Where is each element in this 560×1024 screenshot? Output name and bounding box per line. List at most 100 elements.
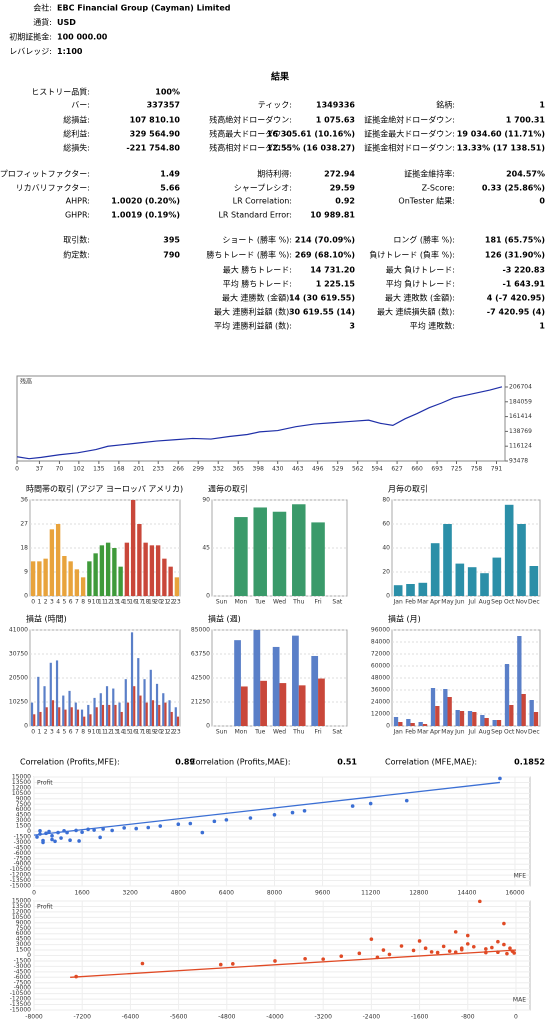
x-tick-label: 2 xyxy=(44,729,48,736)
bar xyxy=(143,542,148,596)
x-tick-label: 23 xyxy=(173,599,181,606)
y-tick-label: 60 xyxy=(382,521,390,528)
point xyxy=(188,821,193,826)
bar xyxy=(504,504,514,596)
x-tick-label: 0 xyxy=(32,890,36,897)
point xyxy=(423,946,428,951)
point xyxy=(200,830,205,835)
bar xyxy=(480,715,485,726)
result-label: 残高相対ドローダウン: xyxy=(209,143,292,153)
result-label: LR Correlation: xyxy=(233,197,292,206)
x-tick-label: Apr xyxy=(430,729,441,736)
x-tick-label: 4800 xyxy=(171,890,186,897)
y-tick-label: -6000 xyxy=(14,974,32,981)
result-value: 0 xyxy=(539,197,545,206)
y-tick-label: 27 xyxy=(20,521,28,528)
bar xyxy=(393,585,403,596)
x-tick-label: 15 xyxy=(123,599,131,606)
x-tick-label: 18 xyxy=(142,729,150,736)
point xyxy=(357,951,362,956)
y-tick-label: 184059 xyxy=(509,398,532,405)
x-tick-label: 11200 xyxy=(361,890,380,897)
result-label: 証拠金最大ドローダウン: xyxy=(364,129,455,139)
y-tick-label: 3000 xyxy=(16,817,31,824)
x-tick-label: 529 xyxy=(332,466,344,473)
y-tick-label: 0 xyxy=(27,952,31,959)
bar xyxy=(93,553,98,596)
point xyxy=(231,962,235,966)
point xyxy=(350,804,355,808)
correlation-label: Correlation (Profits,MFE): xyxy=(20,758,120,767)
x-tick-label: 9 xyxy=(87,729,91,736)
x-tick-label: 7 xyxy=(75,599,79,606)
x-tick-label: 791 xyxy=(491,466,503,473)
bar xyxy=(496,720,502,726)
x-tick-label: 430 xyxy=(272,466,284,473)
x-tick-label: 12 xyxy=(104,599,112,606)
results-title: 結果 xyxy=(271,71,290,83)
bar xyxy=(260,680,267,726)
bar xyxy=(447,697,452,726)
bar xyxy=(467,567,477,596)
point xyxy=(512,951,516,955)
x-tick-label: 14 xyxy=(117,729,125,736)
y-tick-label: -12000 xyxy=(10,996,31,1003)
point xyxy=(465,942,470,946)
y-tick-label: -9000 xyxy=(14,861,32,868)
x-tick-label: 9 xyxy=(87,599,91,606)
x-tick-label: 5 xyxy=(62,729,66,736)
x-tick-label: Mon xyxy=(235,599,248,606)
x-tick-label: 758 xyxy=(471,466,483,473)
result-value: 214 (70.09%) xyxy=(295,236,355,245)
bar xyxy=(272,646,280,726)
result-label: 証拠金相対ドローダウン: xyxy=(364,143,455,153)
x-tick-label: Oct xyxy=(504,729,515,736)
result-label: 平均 連勝利益額 (数): xyxy=(214,321,292,331)
bar xyxy=(101,704,105,726)
x-tick-label: 8 xyxy=(81,599,85,606)
x-tick-label: 660 xyxy=(411,466,423,473)
bar xyxy=(484,718,489,726)
y-tick-label: 15000 xyxy=(12,898,31,905)
result-value: -7 420.95 (4) xyxy=(487,308,545,317)
bar xyxy=(37,676,40,726)
point xyxy=(98,835,102,840)
bar xyxy=(529,700,534,726)
trend-line xyxy=(33,781,501,836)
result-value: 107 810.10 xyxy=(130,116,181,125)
result-label: 残高最大ドローダウン: xyxy=(209,129,292,139)
x-tick-label: 6 xyxy=(69,729,73,736)
x-tick-label: 12 xyxy=(104,729,112,736)
x-tick-label: 13 xyxy=(111,599,119,606)
y-tick-label: 30750 xyxy=(9,651,28,658)
x-tick-label: Aug xyxy=(479,729,491,736)
bar xyxy=(504,664,510,726)
bar xyxy=(58,707,61,726)
y-tick-label: 10500 xyxy=(12,790,31,797)
bar xyxy=(93,697,96,726)
bar xyxy=(311,522,325,596)
y-tick-label: 48000 xyxy=(371,675,390,682)
bar xyxy=(418,722,423,726)
point xyxy=(50,837,54,842)
bar xyxy=(74,569,80,596)
x-tick-label: 19 xyxy=(148,599,156,606)
bar xyxy=(124,679,127,726)
y-tick-label: -10500 xyxy=(10,990,31,997)
chart-title: 月毎の取引 xyxy=(388,484,428,494)
result-value: 1 225.15 xyxy=(316,280,356,289)
y-tick-label: -13500 xyxy=(10,877,31,884)
y-tick-label: 7500 xyxy=(16,925,31,932)
point xyxy=(290,810,295,815)
header-label: レバレッジ: xyxy=(9,47,52,56)
x-tick-label: -1600 xyxy=(411,1014,429,1021)
bar xyxy=(105,686,109,726)
bar xyxy=(311,655,319,726)
y-tick-label: 12000 xyxy=(12,908,31,915)
y-tick-label: -7500 xyxy=(14,855,32,862)
point xyxy=(134,826,139,831)
result-label: リカバリファクター: xyxy=(16,184,90,193)
bar xyxy=(533,712,539,726)
result-value: 0.92 xyxy=(335,197,355,206)
result-label: 期待利得: xyxy=(257,169,292,179)
